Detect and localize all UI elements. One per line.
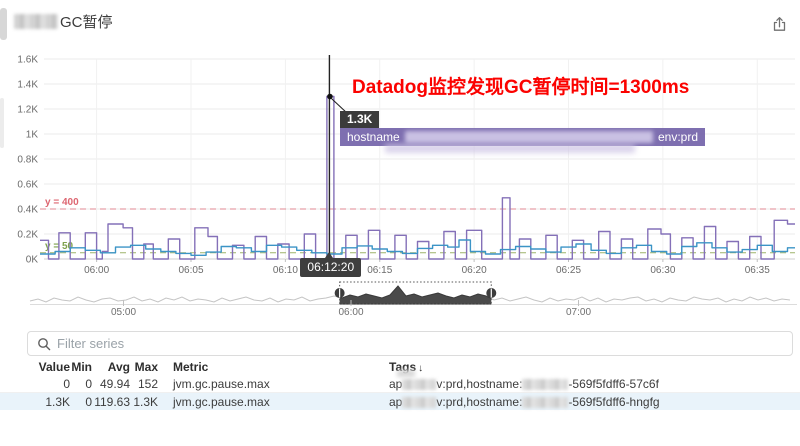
marker-line-400: y = 400 (40, 197, 795, 210)
chart-grid: 0K 0.2K 0.4K 0.6K 0.8K 1K 1.2K 1.4K 1.6K 06:00 06:… (17, 55, 795, 276)
svg-text:y = 400: y = 400 (45, 197, 79, 208)
export-icon (773, 16, 785, 31)
cell-avg: 119.63 (94, 394, 130, 409)
tag-text: v:prd,hostname: (436, 394, 523, 409)
minimap-time-label: 07:00 (565, 307, 592, 318)
cell-max: 1.3K (133, 394, 158, 409)
series-table: Value Min Avg Max Metric Tags ↓ 0 0 49.94 15… (0, 359, 800, 410)
col-header-metric[interactable]: Metric (173, 359, 209, 374)
cell-metric: jvm.gc.pause.max (173, 394, 270, 409)
redacted-tag (402, 396, 437, 408)
cell-min: 0 (85, 376, 92, 391)
redacted-tag (522, 378, 569, 390)
scrollbar-thumb[interactable] (0, 8, 7, 40)
sort-descending-icon: ↓ (418, 362, 424, 374)
redacted-title-prefix (14, 14, 58, 29)
svg-text:06:05: 06:05 (178, 265, 203, 276)
svg-text:0.6K: 0.6K (17, 180, 38, 191)
tooltip-value-badge: 1.3K (340, 111, 380, 128)
tag-text: ap (389, 394, 403, 409)
redacted-hostname (404, 131, 653, 143)
filter-series-box[interactable] (27, 331, 793, 356)
series-line-blue[interactable] (40, 239, 795, 256)
col-header-value[interactable]: Value (38, 359, 70, 374)
redacted-tag (522, 396, 569, 408)
svg-text:06:10: 06:10 (273, 265, 298, 276)
redacted-header-smudge (397, 370, 415, 377)
hover-tooltip: 1.3K hostname env:prd (340, 110, 705, 153)
cell-value: 1.3K (45, 394, 70, 409)
svg-text:1K: 1K (26, 130, 39, 141)
svg-text:0K: 0K (26, 255, 39, 266)
tag-text: v:prd,hostname: (436, 376, 523, 391)
svg-text:06:25: 06:25 (556, 265, 581, 276)
svg-text:0.2K: 0.2K (17, 230, 38, 241)
svg-text:0.4K: 0.4K (17, 205, 38, 216)
svg-text:06:30: 06:30 (650, 265, 675, 276)
col-header-min[interactable]: Min (71, 359, 92, 374)
cell-max: 152 (137, 376, 158, 391)
tag-text: -569f5fdff6-hngfg (568, 394, 660, 409)
svg-text:06:20: 06:20 (462, 265, 487, 276)
tooltip-series-bar: hostname env:prd (340, 128, 705, 146)
gc-pause-annotation: Datadog监控发现GC暂停时间=1300ms (352, 77, 690, 98)
minimap-time-label: 06:00 (338, 307, 364, 318)
tag-text: ap (389, 376, 403, 391)
svg-text:06:00: 06:00 (84, 265, 109, 276)
cell-value: 0 (63, 376, 70, 391)
svg-text:1.2K: 1.2K (17, 105, 38, 116)
tag-text: -569f5fdff6-57c6f (568, 376, 659, 391)
svg-text:1.6K: 1.6K (17, 55, 38, 66)
redacted-tag (402, 378, 437, 390)
crosshair-time-badge: 06:12:20 (300, 252, 362, 277)
tooltip-env-label: env:prd (657, 130, 698, 144)
scrollbar-thumb-lower[interactable] (0, 98, 4, 148)
cell-tags: ap v:prd,hostname: -569f5fdff6-57c6f (389, 377, 659, 391)
table-body: 0 0 49.94 152 jvm.gc.pause.max ap v:prd,hostna… (0, 375, 800, 410)
svg-text:06:15: 06:15 (367, 265, 392, 276)
page-title: GC暂停 (60, 14, 113, 31)
series-line-purple[interactable] (40, 95, 795, 260)
table-row[interactable]: 1.3K 0 119.63 1.3K jvm.gc.pause.max ap v:prd,h… (0, 392, 800, 410)
filter-series-input[interactable] (51, 336, 792, 351)
svg-text:0.8K: 0.8K (17, 155, 38, 166)
minimap-time-label: 05:00 (110, 307, 137, 318)
search-icon (38, 337, 51, 350)
svg-text:1.4K: 1.4K (17, 80, 38, 91)
svg-text:06:35: 06:35 (745, 265, 770, 276)
tooltip-host-label: hostname (347, 130, 400, 144)
export-button[interactable] (769, 14, 789, 34)
redaction-glow (385, 144, 635, 153)
cell-metric: jvm.gc.pause.max (173, 376, 270, 391)
table-header-row: Value Min Avg Max Metric Tags ↓ (0, 359, 800, 377)
table-row[interactable]: 0 0 49.94 152 jvm.gc.pause.max ap v:prd,hostna… (0, 375, 800, 392)
cell-avg: 49.94 (99, 376, 130, 391)
col-header-max[interactable]: Max (134, 359, 158, 374)
crosshair (327, 55, 347, 260)
cell-tags: ap v:prd,hostname: -569f5fdff6-hngfg (389, 395, 660, 409)
cell-min: 0 (85, 394, 92, 409)
minimap (29, 281, 797, 306)
page-header: GC暂停 (14, 11, 113, 32)
col-header-avg[interactable]: Avg (107, 359, 130, 374)
